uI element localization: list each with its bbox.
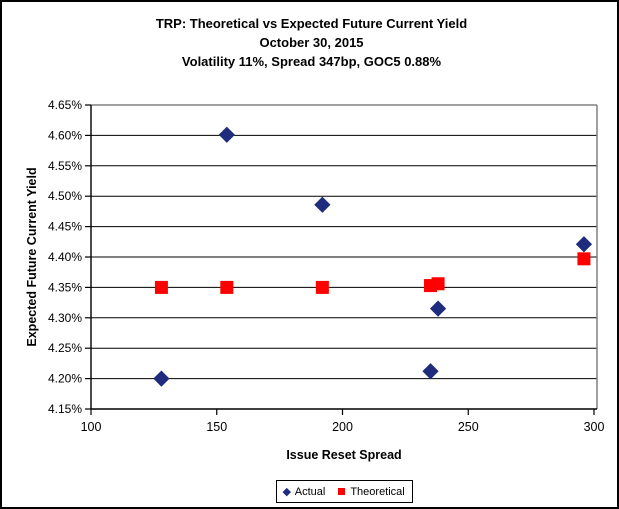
chart-title-line2: October 30, 2015 — [259, 35, 364, 50]
x-tick-label: 200 — [332, 420, 353, 434]
x-tick-label: 250 — [458, 420, 479, 434]
data-point-theoretical — [315, 280, 329, 294]
x-axis-title: Issue Reset Spread — [286, 448, 402, 462]
y-tick-label: 4.20% — [48, 372, 82, 386]
legend-label-theoretical: Theoretical — [350, 485, 405, 498]
data-point-theoretical — [154, 280, 168, 294]
y-tick-label: 4.45% — [48, 220, 82, 234]
y-tick-label: 4.50% — [48, 189, 82, 203]
legend-item-theoretical: Theoretical — [338, 485, 405, 498]
data-point-theoretical — [220, 280, 234, 294]
data-point-theoretical — [431, 277, 445, 291]
chart-title-line1: TRP: Theoretical vs Expected Future Curr… — [155, 16, 468, 31]
data-point-actual — [422, 363, 439, 380]
data-point-theoretical — [577, 252, 591, 266]
data-point-actual — [314, 196, 331, 213]
y-tick-label: 4.25% — [48, 341, 82, 355]
y-tick-label: 4.60% — [48, 128, 82, 142]
data-point-actual — [429, 300, 447, 317]
x-tick-label: 100 — [81, 420, 102, 434]
y-tick-label: 4.40% — [48, 250, 82, 264]
data-point-actual — [575, 236, 593, 253]
y-tick-label: 4.30% — [48, 311, 82, 325]
data-point-actual — [218, 126, 235, 143]
y-tick-label: 4.55% — [48, 159, 82, 173]
x-tick-label: 150 — [206, 420, 227, 434]
y-tick-label: 4.65% — [48, 98, 82, 112]
x-tick-label: 300 — [584, 420, 605, 434]
chart-title: TRP: Theoretical vs Expected Future Curr… — [2, 14, 617, 71]
diamond-icon — [283, 487, 291, 496]
y-tick-label: 4.35% — [48, 280, 82, 294]
legend: Actual Theoretical — [276, 480, 413, 503]
legend-label-actual: Actual — [294, 485, 326, 498]
chart-title-line3: Volatility 11%, Spread 347bp, GOC5 0.88% — [181, 54, 442, 69]
y-tick-label: 4.15% — [48, 402, 82, 416]
y-axis-title: Expected Future Current Yield — [25, 167, 39, 347]
legend-item-actual: Actual — [283, 485, 326, 498]
square-icon — [338, 488, 346, 495]
data-point-actual — [153, 370, 170, 387]
